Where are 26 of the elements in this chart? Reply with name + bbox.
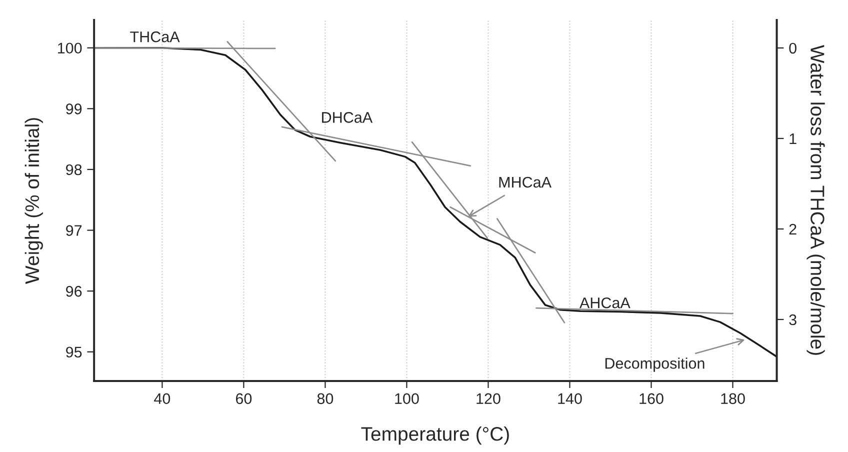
x-tick-label: 60 — [236, 393, 252, 404]
y-tick-label: 95 — [66, 346, 82, 358]
annotation: THCaA — [130, 31, 180, 42]
y-tick-label: 96 — [66, 286, 82, 297]
y-tick-label: 99 — [66, 104, 82, 114]
annotation: AHCaA — [579, 297, 630, 308]
annotation: Decomposition — [605, 358, 704, 372]
annotation: MHCaA — [499, 176, 552, 188]
y-tick-label: 100 — [58, 42, 82, 54]
y2-tick-label: 2 — [789, 224, 796, 235]
y-tick-label: 98 — [66, 164, 82, 176]
x-tick-label: 40 — [154, 393, 170, 404]
y2-tick-label: 0 — [789, 42, 796, 54]
x-tick-label: 80 — [317, 393, 334, 404]
y2-tick-label: 1 — [790, 133, 796, 144]
y2-axis-title: Water loss from THCaA (mole/mole) — [806, 44, 825, 355]
x-tick-label: 140 — [558, 393, 582, 404]
y2-tick-label: 3 — [789, 314, 796, 326]
x-tick-label: 100 — [395, 393, 419, 404]
y-axis-title: Weight (% of initial) — [24, 118, 43, 284]
x-axis-title: Temperature (°C) — [361, 426, 509, 445]
x-tick-label: 120 — [476, 393, 500, 404]
annotation: DHCaA — [322, 112, 373, 123]
y-tick-label: 97 — [66, 225, 82, 236]
x-tick-label: 180 — [721, 393, 745, 404]
x-tick-label: 160 — [640, 393, 664, 404]
